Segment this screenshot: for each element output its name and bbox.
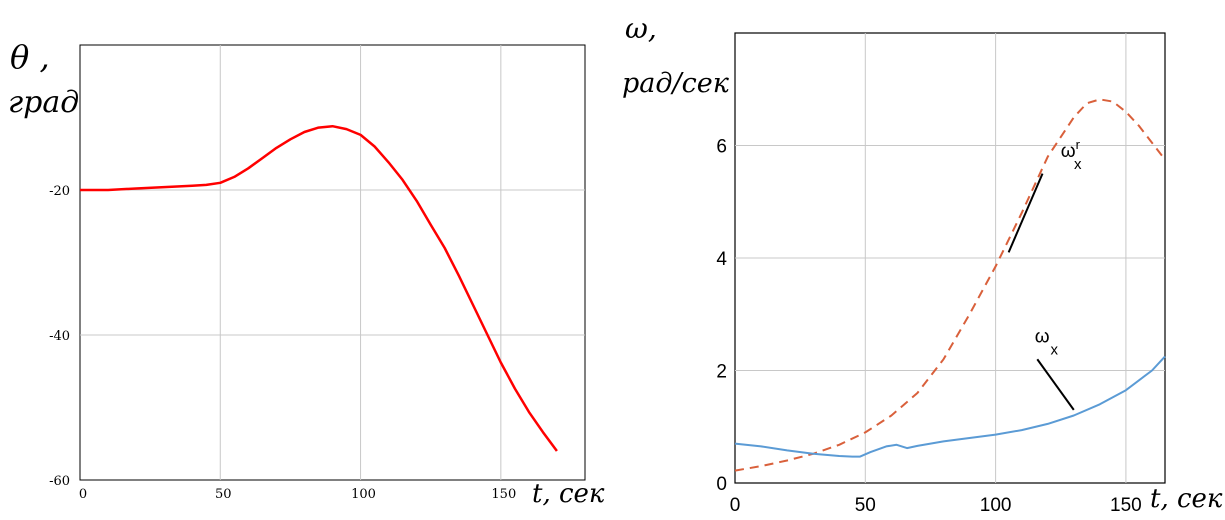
chart2-annotations: ωr x ωx bbox=[1007, 137, 1082, 411]
chart1-plot-area bbox=[79, 44, 586, 481]
chart1-ylabel-symbol: θ , bbox=[10, 38, 50, 76]
chart2-series-line-0 bbox=[734, 98, 1166, 472]
chart2-ytick-label: 0 bbox=[716, 474, 727, 495]
chart2-xlabel: t, сек bbox=[1150, 484, 1223, 514]
annotation-label: ωr x bbox=[1061, 137, 1082, 173]
chart1-series bbox=[80, 124, 558, 452]
chart2-ytick-label: 4 bbox=[716, 249, 727, 270]
chart1-xtick-label: 100 bbox=[351, 487, 376, 502]
chart2-series-line-1 bbox=[734, 355, 1166, 458]
annotation-label: ωx bbox=[1035, 326, 1059, 358]
annotation-leader-line bbox=[1036, 358, 1075, 411]
chart1-xlabel: t, сек bbox=[532, 479, 605, 509]
chart2-ylabel-symbol: ω, bbox=[625, 12, 657, 45]
chart1-ylabel-unit: град bbox=[8, 85, 79, 120]
chart2-tick-labels: 0 50 100 150 0 2 4 6 bbox=[716, 137, 1141, 517]
chart2-xtick-label: 50 bbox=[855, 495, 876, 516]
chart2-ytick-label: 2 bbox=[716, 362, 727, 383]
chart2-ylabel-unit: рад/сек bbox=[622, 68, 730, 99]
chart1-tick-labels: 0 50 100 150 -20 -40 -60 bbox=[49, 184, 516, 502]
chart1-ytick-label: -60 bbox=[49, 474, 70, 489]
chart1-ytick-label: -40 bbox=[49, 329, 70, 344]
chart2-xtick-label: 100 bbox=[980, 495, 1012, 516]
chart1-ytick-label: -20 bbox=[49, 184, 70, 199]
chart1-series-line-0 bbox=[80, 124, 558, 452]
chart2-xtick-label: 0 bbox=[730, 495, 741, 516]
chart2-grid bbox=[735, 33, 1165, 483]
chart1-xtick-label: 50 bbox=[215, 487, 232, 502]
chart1-grid bbox=[80, 45, 585, 480]
chart2-series bbox=[734, 98, 1166, 472]
annotation-leader-line bbox=[1007, 173, 1044, 253]
chart1-xtick-label: 0 bbox=[79, 487, 87, 502]
chart2-xtick-label: 150 bbox=[1110, 495, 1142, 516]
chart2-ytick-label: 6 bbox=[716, 137, 727, 158]
chart1-xtick-label: 150 bbox=[491, 487, 516, 502]
